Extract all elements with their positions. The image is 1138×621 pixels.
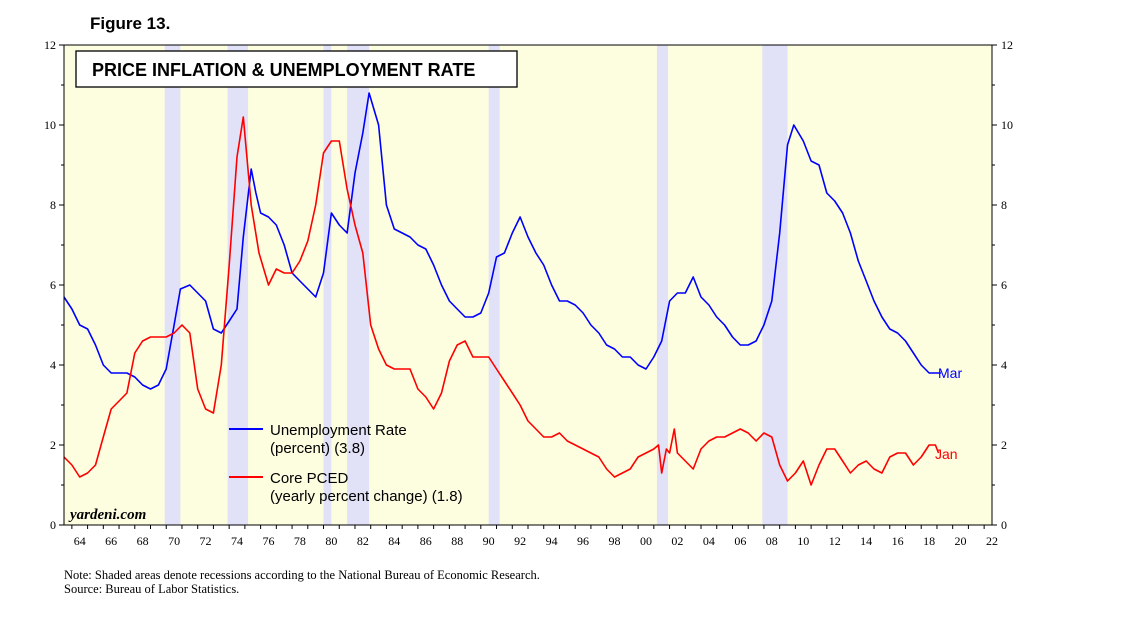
x-tick-label-11: 86	[420, 534, 432, 548]
footnote-line-2: Source: Bureau of Labor Statistics.	[64, 582, 240, 596]
x-tick-label-22: 08	[766, 534, 778, 548]
x-tick-label-20: 04	[703, 534, 715, 548]
legend: Unemployment Rate (percent) (3.8) Core P…	[229, 422, 463, 505]
recession-band-6	[762, 45, 788, 525]
footnote: Note: Shaded areas denote recessions acc…	[64, 568, 540, 596]
y-tick-label-left: 6	[50, 278, 56, 292]
y-tick-label-left: 4	[50, 358, 56, 372]
x-tick-label-15: 94	[546, 534, 558, 548]
x-tick-label-3: 70	[168, 534, 180, 548]
y-tick-label-right: 4	[1001, 358, 1007, 372]
y-tick-label-right: 10	[1001, 118, 1013, 132]
x-tick-label-23: 10	[797, 534, 809, 548]
chart-title-frame	[75, 50, 518, 88]
x-tick-label-29: 22	[986, 534, 998, 548]
y-tick-label-right: 6	[1001, 278, 1007, 292]
x-tick-label-18: 00	[640, 534, 652, 548]
x-tick-label-21: 06	[734, 534, 746, 548]
x-tick-label-13: 90	[483, 534, 495, 548]
y-tick-label-right: 0	[1001, 518, 1007, 532]
x-tick-label-4: 72	[200, 534, 212, 548]
plot-frame	[63, 44, 993, 526]
series-lines	[63, 92, 941, 486]
recession-band-2	[323, 45, 332, 525]
y-tick-label-right: 12	[1001, 38, 1013, 52]
core-pced-line	[63, 116, 940, 486]
x-tick-label-1: 66	[105, 534, 117, 548]
y-tick-label-left: 12	[44, 38, 56, 52]
x-tick-label-8: 80	[325, 534, 337, 548]
footnote-line-1: Note: Shaded areas denote recessions acc…	[64, 568, 540, 582]
x-tick-label-7: 78	[294, 534, 306, 548]
chart-title-box: PRICE INFLATION & UNEMPLOYMENT RATE	[75, 50, 518, 88]
x-tick-label-28: 20	[955, 534, 967, 548]
unemployment-rate-line	[63, 92, 941, 390]
y-tick-label-left: 10	[44, 118, 56, 132]
recession-band-3	[347, 45, 370, 525]
legend-sublabel-unemployment: (percent) (3.8)	[270, 440, 365, 457]
y-tick-label-left: 2	[50, 438, 56, 452]
recession-band-0	[164, 45, 181, 525]
recession-shading	[164, 45, 788, 525]
recession-band-5	[656, 45, 668, 525]
x-tick-label-16: 96	[577, 534, 589, 548]
y-tick-label-left: 0	[50, 518, 56, 532]
x-tick-label-10: 84	[388, 534, 400, 548]
x-tick-label-5: 74	[231, 534, 243, 548]
recession-band-1	[227, 45, 249, 525]
figure-label: Figure 13.	[90, 14, 171, 33]
legend-sublabel-core-pced: (yearly percent change) (1.8)	[270, 488, 463, 505]
x-tick-label-27: 18	[923, 534, 935, 548]
x-tick-label-9: 82	[357, 534, 369, 548]
recession-band-4	[488, 45, 500, 525]
legend-label-unemployment: Unemployment Rate	[270, 422, 407, 439]
x-tick-label-24: 12	[829, 534, 841, 548]
chart-title: PRICE INFLATION & UNEMPLOYMENT RATE	[92, 60, 475, 80]
legend-label-core-pced: Core PCED	[270, 470, 349, 487]
watermark: yardeni.com	[68, 507, 146, 523]
plot-background	[64, 45, 992, 525]
x-tick-label-17: 98	[609, 534, 621, 548]
end-label-core-pced: Jan	[935, 446, 958, 462]
x-tick-label-12: 88	[451, 534, 463, 548]
x-tick-label-26: 16	[892, 534, 904, 548]
x-tick-label-14: 92	[514, 534, 526, 548]
y-tick-label-right: 8	[1001, 198, 1007, 212]
x-tick-label-19: 02	[671, 534, 683, 548]
y-tick-label-right: 2	[1001, 438, 1007, 452]
y-tick-label-left: 8	[50, 198, 56, 212]
x-tick-label-0: 64	[74, 534, 86, 548]
end-label-unemployment: Mar	[938, 365, 962, 381]
x-tick-label-2: 68	[137, 534, 149, 548]
x-tick-label-6: 76	[262, 534, 274, 548]
x-tick-label-25: 14	[860, 534, 872, 548]
